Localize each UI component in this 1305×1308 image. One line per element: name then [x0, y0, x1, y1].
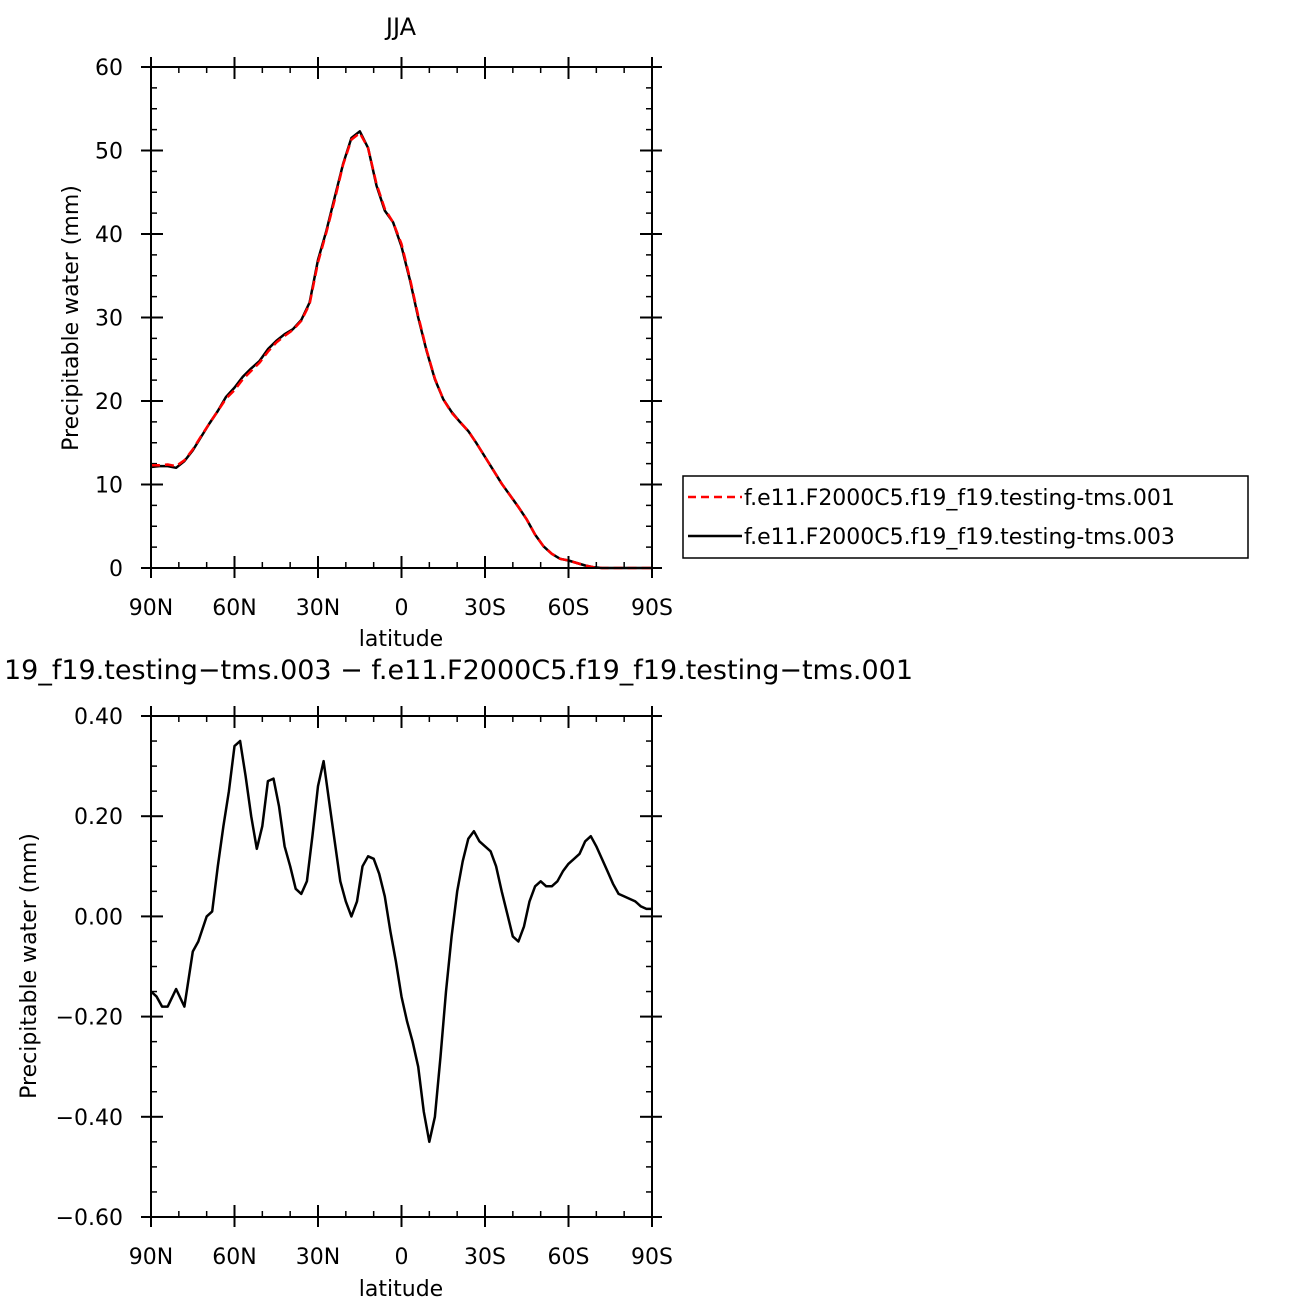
top-chart-ytick-label: 40 [95, 223, 123, 248]
top-chart-series-line-1 [150, 130, 652, 570]
bottom-chart-xtick-label: 30N [296, 1245, 340, 1270]
bottom-chart-ytick-label: 0.00 [74, 905, 123, 930]
top-chart-ytick-label: 10 [95, 474, 123, 499]
top-chart-ytick-label: 0 [109, 557, 123, 582]
legend-box [682, 475, 1249, 559]
top-chart-ytick-label: 20 [95, 390, 123, 415]
top-chart-series [150, 130, 652, 570]
bottom-chart-axis-ticks: 90N 60N 30N 0 30S 60S 90S −0.60 −0.40 −0.20 0.00 0.… [56, 705, 673, 1270]
bottom-chart-panel: 19_f19.testing−tms.003 − f.e11.F2000C5.f… [4, 655, 913, 1302]
top-chart-xtick-label: 60N [212, 596, 256, 621]
top-chart-xlabel: latitude [359, 627, 443, 652]
top-chart-legend: f.e11.F2000C5.f19_f19.testing-tms.001 f.… [682, 475, 1249, 559]
bottom-chart-xtick-label: 0 [395, 1245, 409, 1270]
bottom-chart-xtick-label: 60N [212, 1245, 256, 1270]
bottom-chart-ytick-label: −0.20 [56, 1006, 123, 1031]
top-chart-ylabel: Precipitable water (mm) [59, 185, 84, 451]
bottom-chart-series-line-0 [150, 739, 652, 1144]
top-chart-title: JJA [384, 13, 417, 41]
top-chart-xtick-label: 0 [395, 596, 409, 621]
bottom-chart-ytick-label: −0.40 [56, 1106, 123, 1131]
top-chart-ytick-label: 30 [95, 307, 123, 332]
top-chart-xtick-label: 90N [129, 596, 173, 621]
bottom-chart-ytick-label: 0.20 [74, 805, 123, 830]
top-chart-ytick-label: 50 [95, 140, 123, 165]
top-chart-xtick-label: 30N [296, 596, 340, 621]
top-chart-series-line-0 [151, 131, 652, 570]
bottom-chart-plot-frame [150, 715, 653, 1218]
legend-label-series-001: f.e11.F2000C5.f19_f19.testing-tms.001 [744, 486, 1175, 511]
bottom-chart-xtick-label: 90N [129, 1245, 173, 1270]
bottom-chart-xtick-label: 30S [464, 1245, 506, 1270]
top-chart-panel: JJA Precipitable water (mm) latitude 90N… [59, 13, 673, 652]
bottom-chart-ytick-label: −0.60 [56, 1206, 123, 1231]
legend-label-series-003: f.e11.F2000C5.f19_f19.testing-tms.003 [744, 525, 1175, 550]
bottom-chart-ytick-label: 0.40 [74, 705, 123, 730]
top-chart-axis-ticks: 90N 60N 30N 0 30S 60S 90S 0 10 20 30 40 50 60 [95, 56, 673, 621]
bottom-chart-xlabel: latitude [359, 1277, 443, 1302]
top-chart-xtick-label: 90S [631, 596, 673, 621]
top-chart-plot-frame [150, 66, 653, 569]
top-chart-ytick-label: 60 [95, 56, 123, 81]
bottom-chart-series [150, 739, 652, 1144]
top-chart-xtick-label: 60S [548, 596, 590, 621]
bottom-chart-title: 19_f19.testing−tms.003 − f.e11.F2000C5.f… [4, 655, 913, 686]
top-chart-xtick-label: 30S [464, 596, 506, 621]
bottom-chart-ylabel: Precipitable water (mm) [17, 833, 42, 1099]
bottom-chart-xtick-label: 60S [548, 1245, 590, 1270]
bottom-chart-xtick-label: 90S [631, 1245, 673, 1270]
